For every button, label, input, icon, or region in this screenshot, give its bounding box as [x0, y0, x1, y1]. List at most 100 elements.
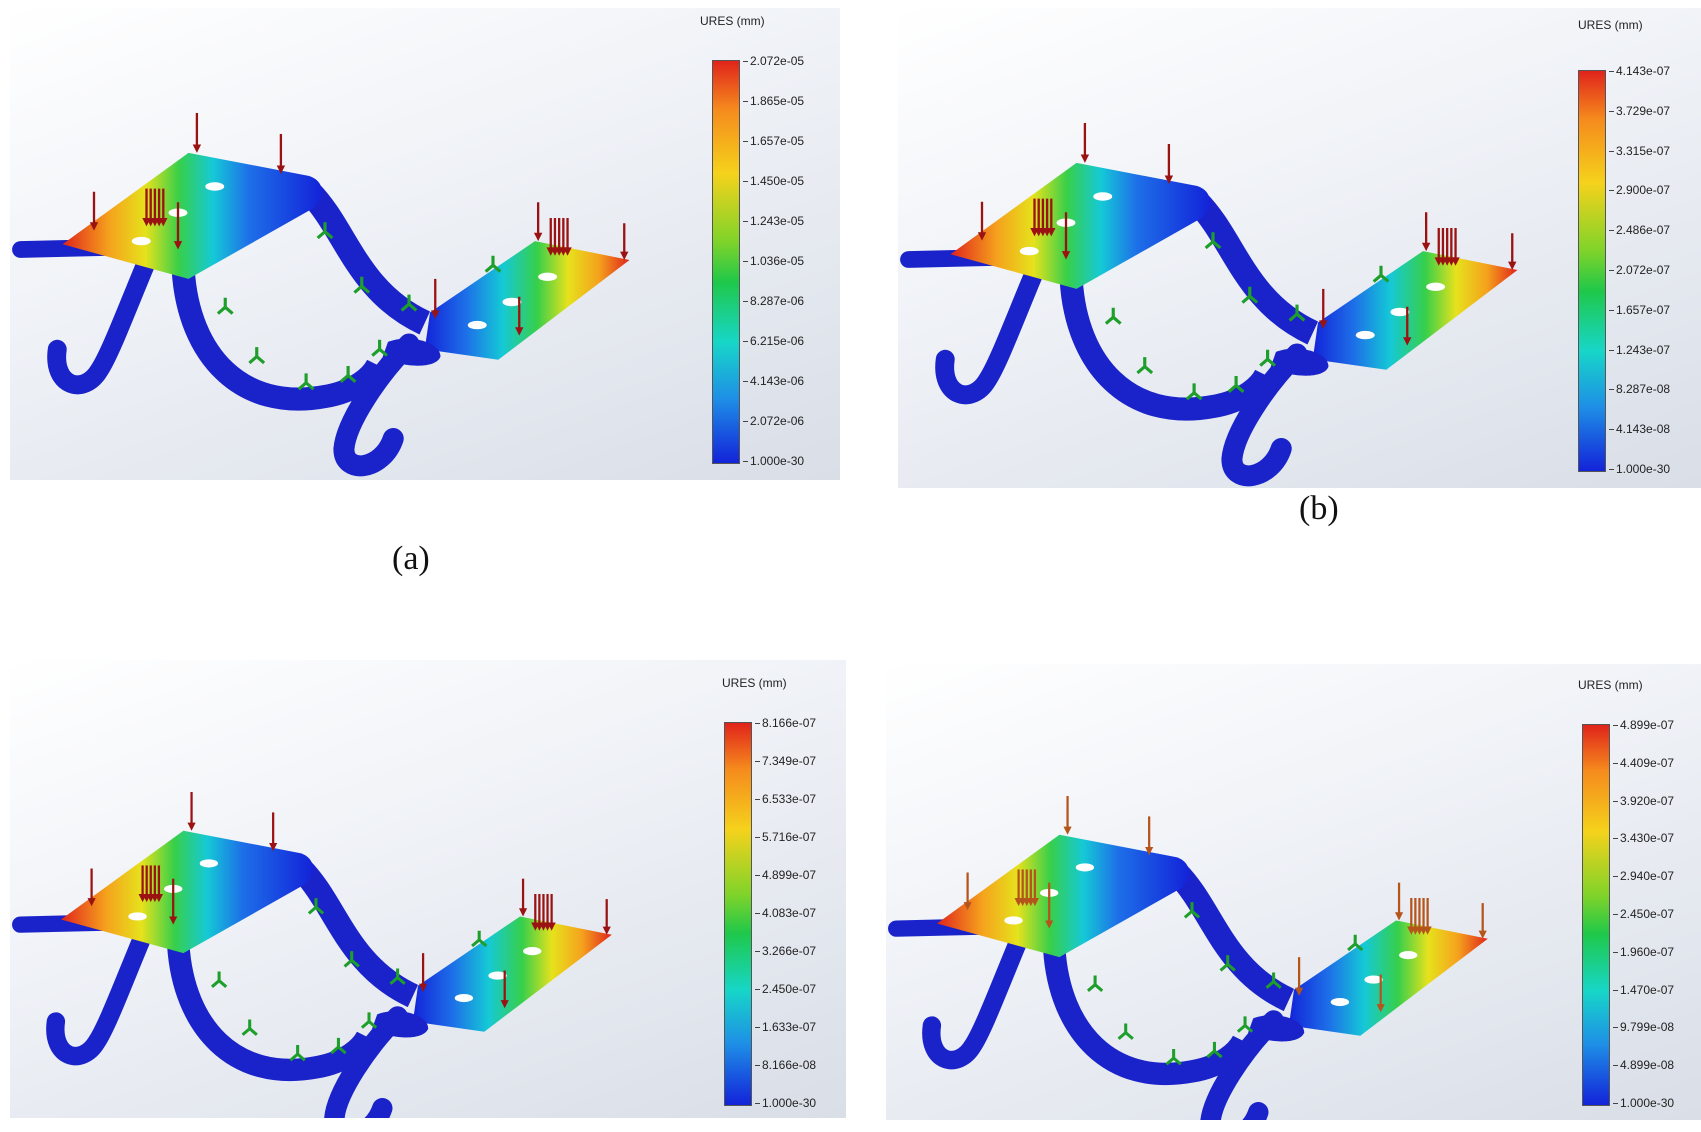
load-arrow-head: [89, 222, 99, 231]
colorbar-tick-label: 6.215e-06: [742, 334, 805, 348]
load-arrow-head: [1295, 987, 1304, 996]
model-group: [900, 122, 1518, 487]
load-arrow-head: [1164, 175, 1174, 184]
colorbar-tick-label: 2.486e-07: [1608, 223, 1671, 238]
model-group: [888, 795, 1488, 1120]
fixture-icon: [1117, 1023, 1134, 1040]
plate-hole: [131, 236, 151, 246]
bracket-hook-left: [47, 252, 156, 395]
colorbar-tick-label: 5.716e-07: [754, 830, 817, 844]
fixture-icon: [400, 294, 418, 312]
load-arrow-head: [1047, 227, 1056, 237]
fixture-icon: [360, 1012, 378, 1029]
colorbar-tick-label: 8.166e-07: [754, 716, 817, 730]
bracket-model-d: [888, 795, 1488, 1120]
bracket-model-c: [12, 791, 612, 1118]
colorbar-tick-label: 1.000e-30: [1608, 462, 1671, 476]
load-arrow-head: [87, 898, 96, 907]
panel-a: URES (mm) 2.072e-05 1.865e-05 1.657e-05 1.4…: [10, 8, 840, 480]
colorbar-tick-label: 2.072e-07: [1608, 263, 1671, 277]
colorbar-tick-label: 1.000e-30: [754, 1096, 817, 1110]
load-arrow-head: [547, 922, 556, 931]
load-arrow-head: [500, 1000, 509, 1009]
plate-hole: [523, 947, 542, 956]
colorbar-tick-label: 2.940e-07: [1612, 869, 1675, 884]
colorbar-tick-label: 1.243e-05: [742, 214, 805, 228]
bracket-arm-lower: [1059, 279, 1276, 421]
legend-title-d: URES (mm): [1578, 678, 1643, 692]
fixture-icon: [353, 276, 371, 294]
bracket-clamp: [372, 1011, 429, 1038]
colorbar-tick-label: 1.865e-05: [742, 94, 805, 108]
plate-left: [950, 162, 1210, 289]
fixture-icon: [216, 297, 234, 315]
load-arrow-head: [159, 217, 168, 227]
plate-hole: [488, 971, 507, 980]
load-arrow-head: [1045, 920, 1054, 929]
fixture-icon: [1265, 972, 1282, 989]
fixture-icon: [1372, 265, 1390, 283]
fixture-icon: [1165, 1048, 1182, 1066]
panel-c: URES (mm) 8.166e-07 7.349e-07 6.533e-07 5.7…: [10, 660, 846, 1118]
bracket-arm-lower: [171, 269, 388, 411]
fixture-icon: [343, 951, 360, 968]
load-arrow-head: [431, 310, 440, 319]
plate-right: [1312, 251, 1518, 370]
load-arrow-head: [602, 926, 611, 935]
colorbar-tick-label: 2.072e-05: [742, 54, 805, 68]
plate-hole: [454, 993, 474, 1003]
load-arrow-head: [419, 983, 428, 992]
fixture-icon: [289, 1044, 306, 1062]
fixture-icon: [1183, 902, 1201, 919]
load-arrow-head: [169, 916, 178, 925]
load-arrow-head: [1421, 242, 1431, 252]
colorbar-tick-label: 4.899e-08: [1612, 1058, 1675, 1073]
colorbar-tick-label: 9.799e-08: [1612, 1020, 1675, 1035]
colorbar-tick-label: 2.450e-07: [754, 982, 817, 996]
colorbar-c: [724, 722, 752, 1106]
colorbar-tick-label: 3.920e-07: [1612, 793, 1675, 808]
colorbar-tick-label: 8.287e-08: [1608, 382, 1671, 397]
fixture-icon: [1104, 307, 1122, 325]
fixture-icon: [1259, 349, 1276, 367]
colorbar-tick-label: 4.899e-07: [1612, 718, 1675, 732]
load-arrow-head: [533, 232, 543, 242]
fixture-icon: [1136, 357, 1154, 375]
colorbar-tick-label: 1.657e-07: [1608, 302, 1671, 317]
fixture-icon: [248, 347, 266, 365]
plate-hole: [1390, 307, 1410, 317]
bracket-clamp: [1270, 348, 1329, 376]
plate-hole: [199, 859, 219, 868]
caption-b: (b): [1299, 490, 1339, 527]
plate-left: [61, 830, 313, 954]
colorbar-tick-label: 2.072e-06: [742, 414, 805, 428]
colorbar-tick-label: 1.633e-07: [754, 1020, 817, 1034]
load-arrow-head: [518, 908, 528, 917]
load-arrow-head: [269, 843, 278, 852]
plate-hole: [502, 297, 522, 307]
colorbar-tick-label: 7.349e-07: [754, 754, 817, 768]
fixture-icon: [1185, 383, 1203, 401]
plate-right: [412, 916, 612, 1032]
colorbar-tick-label: 4.143e-06: [742, 374, 805, 388]
fixture-icon: [1236, 1016, 1254, 1033]
load-arrow-head: [1508, 261, 1517, 270]
plate-hole: [1093, 192, 1113, 201]
fixture-icon: [471, 930, 488, 948]
bracket-arm-lower: [1043, 948, 1254, 1086]
load-arrow-head: [1145, 847, 1154, 856]
load-arrow-head: [1394, 912, 1404, 921]
load-arrow-head: [1319, 320, 1328, 329]
bracket-hook-left: [922, 931, 1028, 1070]
colorbar-tick-label: 1.450e-05: [742, 174, 805, 188]
fixture-icon: [339, 366, 357, 383]
load-arrow-head: [1451, 257, 1460, 266]
model-group: [12, 791, 612, 1118]
load-arrow-head: [963, 902, 972, 911]
legend-title-c: URES (mm): [722, 676, 787, 690]
colorbar-tick-label: 1.470e-07: [1612, 982, 1675, 997]
plate-hole: [1075, 863, 1095, 872]
legend-title-a: URES (mm): [700, 14, 765, 28]
fixture-icon: [316, 222, 334, 240]
bracket-hook-left: [935, 262, 1044, 405]
